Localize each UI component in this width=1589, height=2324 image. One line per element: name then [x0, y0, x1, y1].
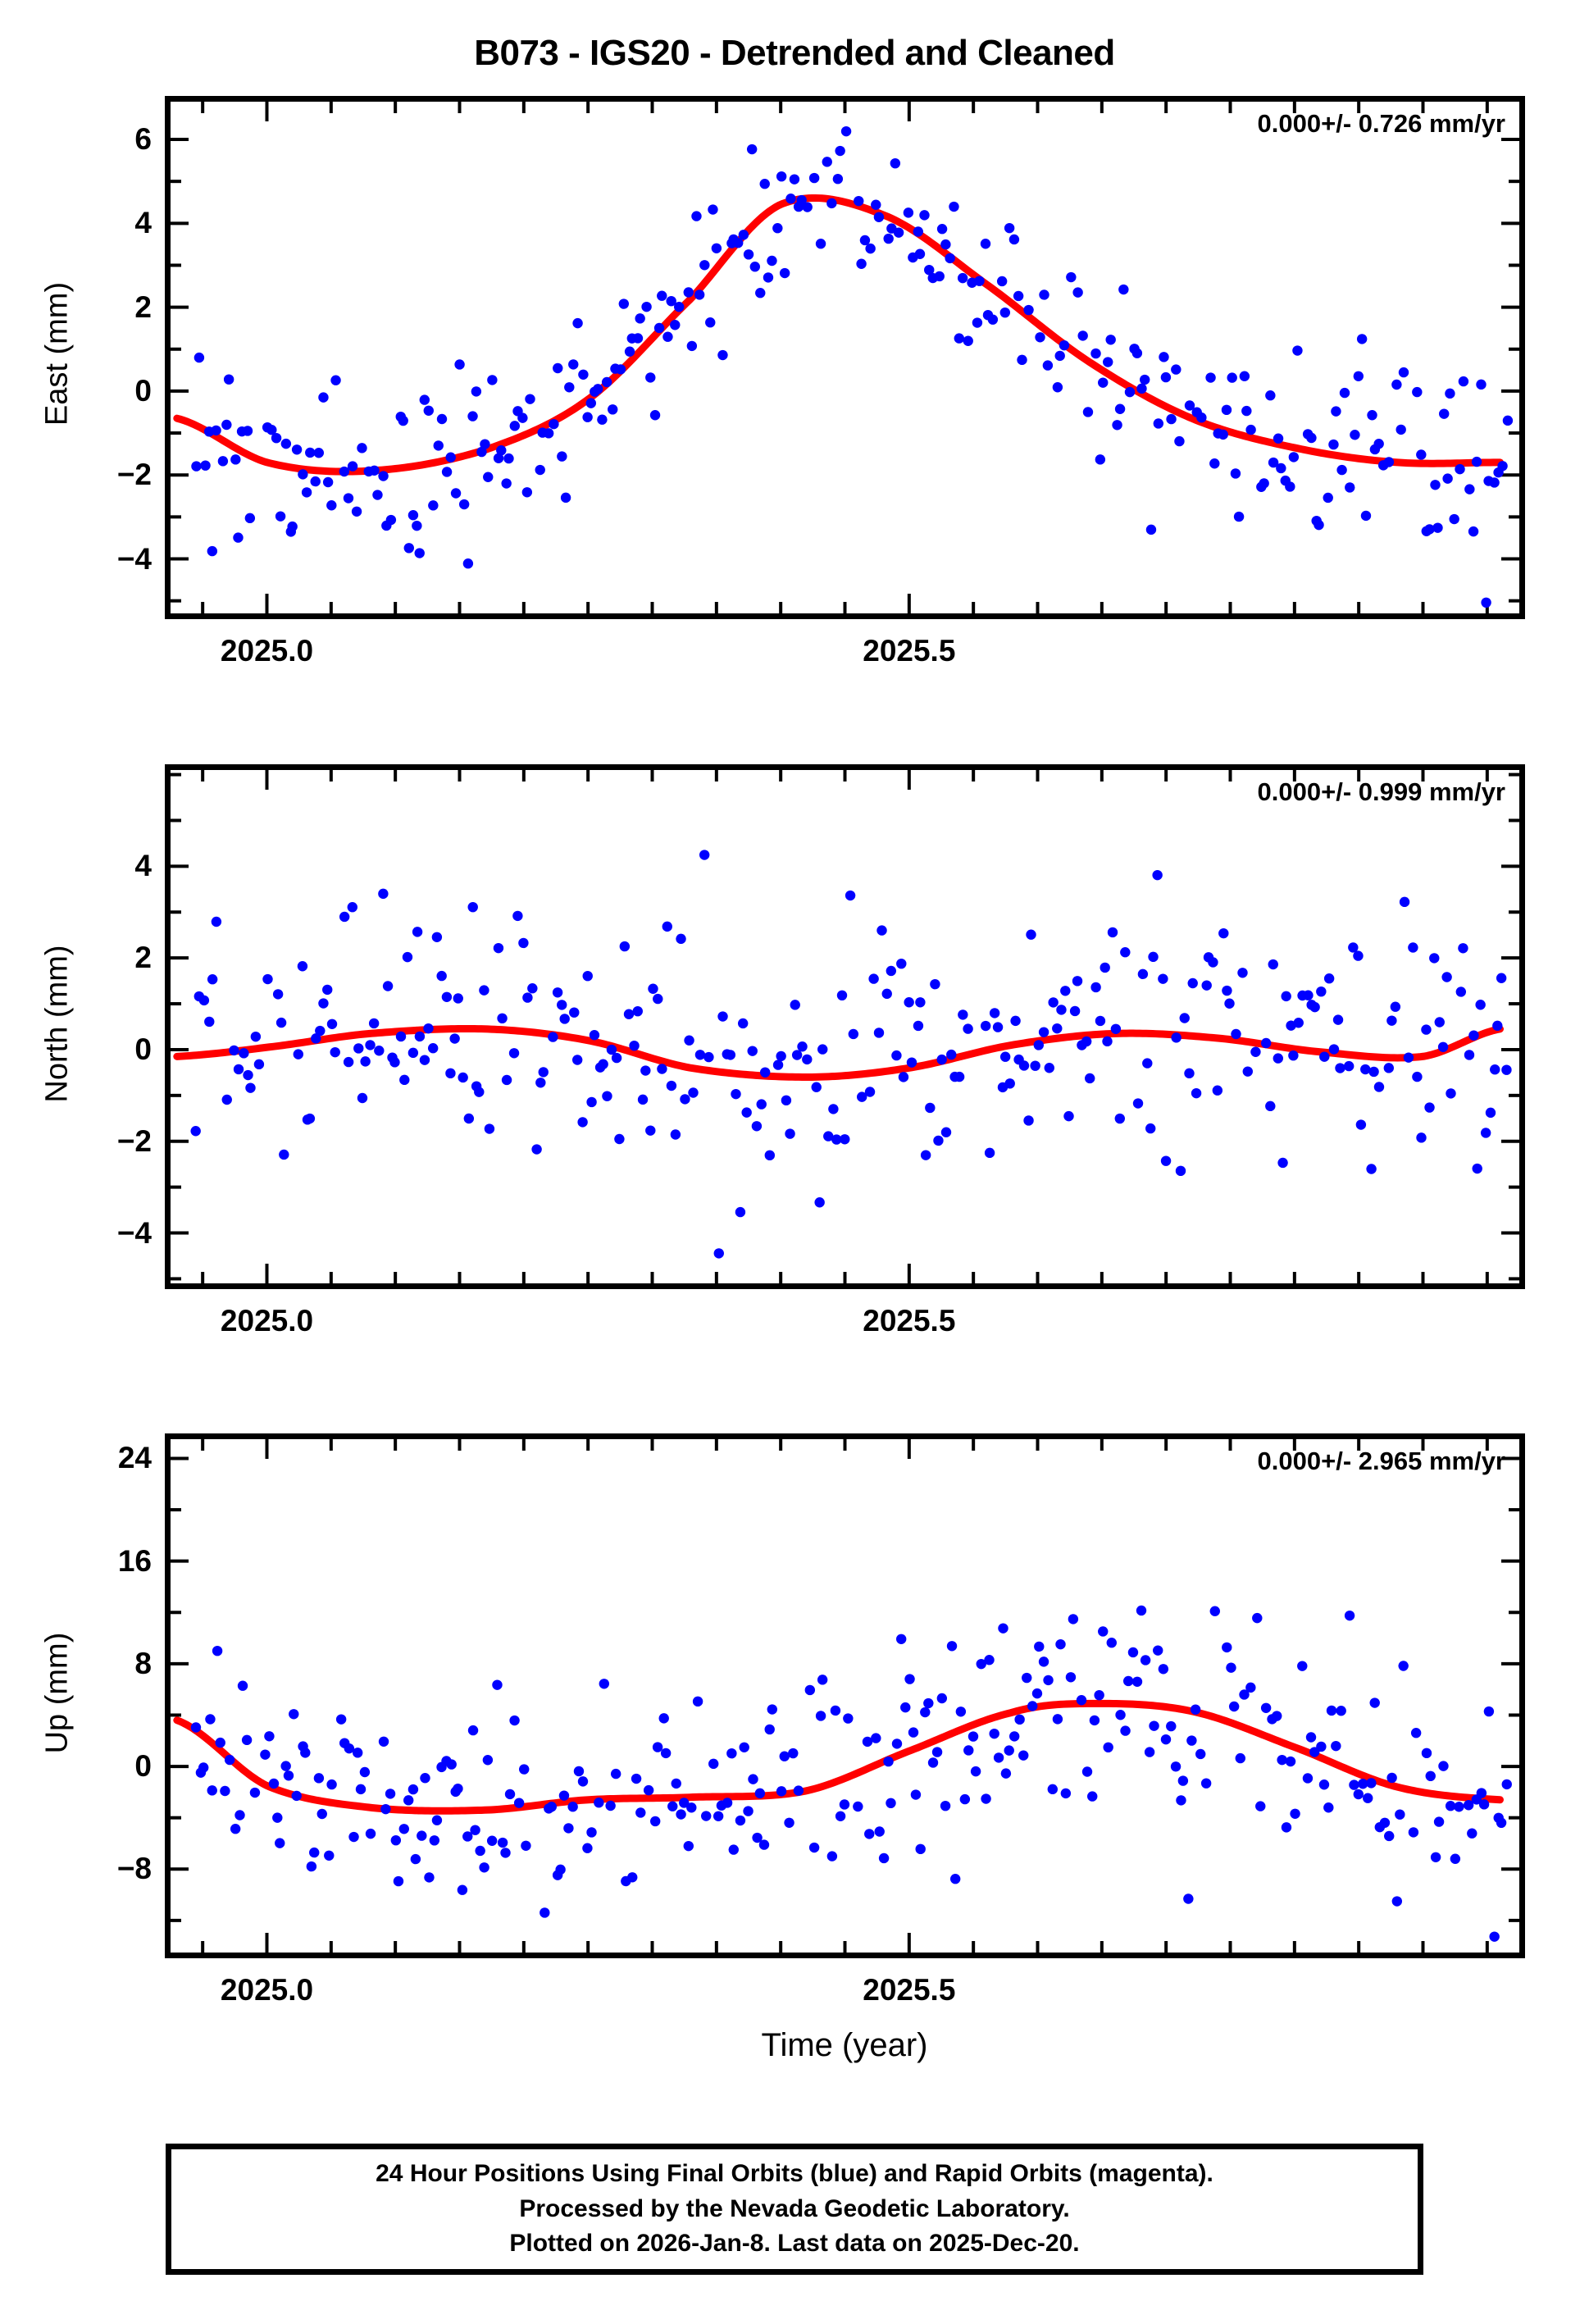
chart-panel-east: 0.000+/- 0.726 mm/yr: [165, 96, 1525, 619]
x-tick-label: 2025.0: [220, 1304, 314, 1337]
y-tick-label: 0: [134, 1032, 152, 1066]
y-axis-title-east: East (mm): [39, 281, 75, 426]
x-tick-label: 2025.5: [863, 1304, 956, 1337]
y-tick-label: 2: [134, 941, 152, 975]
x-axis-title: Time (year): [761, 2027, 928, 2063]
y-tick-label: 0: [134, 1749, 152, 1784]
fit-curve: [173, 194, 1504, 476]
plot-area-up: [171, 1439, 1519, 1953]
y-tick-label: −2: [116, 1123, 152, 1158]
fit-curve: [173, 1699, 1504, 1815]
y-axis-ticks-east: 6 4 2 0 −2 −4: [61, 96, 152, 619]
data-points: [191, 125, 1514, 608]
y-tick-label: 4: [134, 849, 152, 883]
tick-marks: [171, 102, 1519, 613]
chart-panel-north: 0.000+/- 0.999 mm/yr: [165, 764, 1525, 1289]
rate-annotation-north: 0.000+/- 0.999 mm/yr: [1257, 777, 1505, 806]
rate-annotation-up: 0.000+/- 2.965 mm/yr: [1257, 1447, 1505, 1475]
fit-curve: [173, 1024, 1504, 1081]
caption-box: 24 Hour Positions Using Final Orbits (bl…: [166, 2144, 1423, 2275]
x-tick-label: 2025.5: [863, 1973, 956, 2007]
y-axis-ticks-north: 4 2 0 −2 −4: [61, 764, 152, 1289]
y-tick-label: 2: [134, 289, 152, 324]
y-axis-ticks-up: 24 16 8 0 −8: [61, 1433, 152, 1958]
page-title: B073 - IGS20 - Detrended and Cleaned: [474, 33, 1115, 73]
caption-line-2: Processed by the Nevada Geodetic Laborat…: [519, 2194, 1070, 2222]
plot-area-north: [171, 770, 1519, 1283]
y-axis-title-up: Up (mm): [39, 1632, 75, 1754]
x-tick-label: 2025.0: [220, 634, 314, 668]
caption-line-3: Plotted on 2026-Jan-8. Last data on 2025…: [509, 2230, 1080, 2258]
y-tick-label: 6: [134, 122, 152, 157]
plot-area-east: [171, 102, 1519, 613]
y-tick-label: 16: [117, 1543, 152, 1578]
rate-annotation-east: 0.000+/- 0.726 mm/yr: [1257, 109, 1505, 138]
caption-line-1: 24 Hour Positions Using Final Orbits (bl…: [376, 2160, 1213, 2188]
y-tick-label: 4: [134, 206, 152, 240]
y-tick-label: 0: [134, 373, 152, 408]
x-tick-label: 2025.5: [863, 634, 956, 668]
y-tick-label: −4: [116, 1215, 152, 1250]
data-points: [190, 1605, 1512, 1942]
y-tick-label: −8: [116, 1852, 152, 1886]
tick-marks: [171, 1439, 1519, 1953]
plot-frame-east: [165, 96, 1525, 619]
x-tick-label: 2025.0: [220, 1973, 314, 2007]
plot-frame-up: [165, 1433, 1525, 1958]
y-tick-label: −4: [116, 541, 152, 576]
tick-marks: [171, 770, 1519, 1283]
y-tick-label: −2: [116, 458, 152, 492]
y-tick-label: 24: [117, 1441, 152, 1475]
y-axis-title-north: North (mm): [39, 945, 75, 1103]
chart-panel-up: 0.000+/- 2.965 mm/yr: [165, 1433, 1525, 1958]
y-tick-label: 8: [134, 1646, 152, 1680]
data-points: [190, 850, 1512, 1259]
